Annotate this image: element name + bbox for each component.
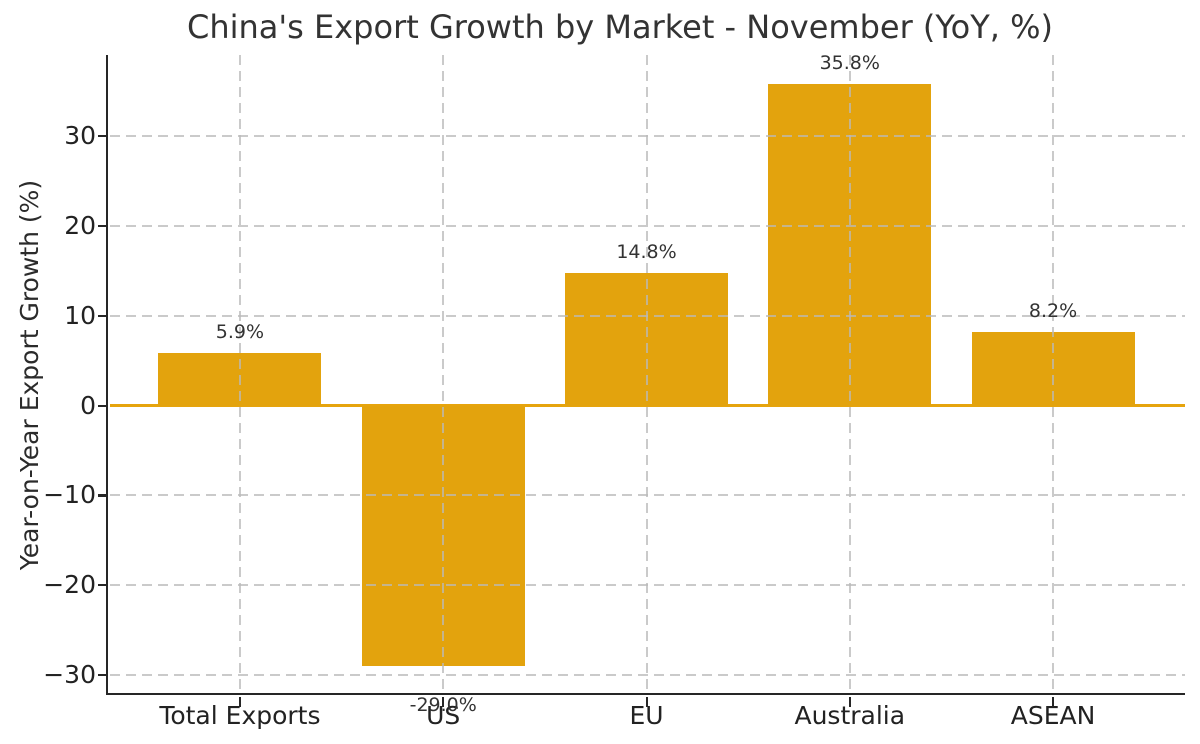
gridline-y--20: [110, 584, 1185, 587]
y-axis-label: Year-on-Year Export Growth (%): [15, 179, 44, 571]
zero-baseline: [110, 404, 1185, 408]
bar-value-label: 5.9%: [215, 320, 265, 343]
bar-value-label: 14.8%: [616, 240, 677, 263]
x-tick-mark: [238, 697, 242, 707]
x-tick-label-australia: Australia: [794, 701, 906, 730]
gridline-y--30: [110, 673, 1185, 676]
x-tick-label-us: US: [426, 701, 461, 730]
bar-value-label: 35.8%: [819, 52, 880, 75]
y-tick-label: −20: [43, 570, 96, 600]
gridline-x-asean: [1052, 55, 1055, 695]
y-tick-mark: [98, 584, 108, 587]
bar-value-label: 8.2%: [1028, 299, 1078, 322]
y-tick-mark: [98, 314, 108, 317]
y-tick-mark: [98, 135, 108, 138]
y-tick-label: 0: [80, 390, 96, 420]
x-tick-mark: [848, 697, 851, 707]
chart-title: China's Export Growth by Market - Novemb…: [186, 8, 1054, 46]
x-tick-label-eu: EU: [629, 701, 664, 730]
gridline-x-us: [442, 55, 445, 695]
gridline-x-australia: [848, 55, 851, 695]
gridline-y-30: [110, 135, 1185, 138]
y-tick-mark: [98, 224, 108, 228]
y-tick-mark: [98, 673, 108, 677]
gridline-y-20: [110, 224, 1185, 227]
y-tick-mark: [98, 494, 108, 497]
y-tick-label: −30: [43, 659, 96, 689]
gridline-y-10: [110, 314, 1185, 317]
axes-spines: [106, 55, 1185, 695]
y-tick-label: 10: [64, 300, 96, 330]
x-tick-label-asean: ASEAN: [1010, 701, 1096, 730]
gridline-x-eu: [645, 55, 648, 695]
x-tick-mark: [1052, 697, 1055, 707]
bar-value-label: -29.0%: [409, 693, 477, 716]
gridline-y--10: [110, 494, 1185, 497]
x-tick-mark: [442, 697, 445, 707]
gridline-x-total-exports: [238, 55, 241, 695]
y-tick-label: 20: [64, 210, 96, 240]
x-tick-mark: [645, 697, 648, 707]
y-tick-mark: [98, 404, 108, 407]
x-tick-label-total-exports: Total Exports: [159, 701, 321, 730]
y-tick-label: 30: [64, 121, 96, 151]
y-tick-label: −10: [43, 480, 96, 510]
